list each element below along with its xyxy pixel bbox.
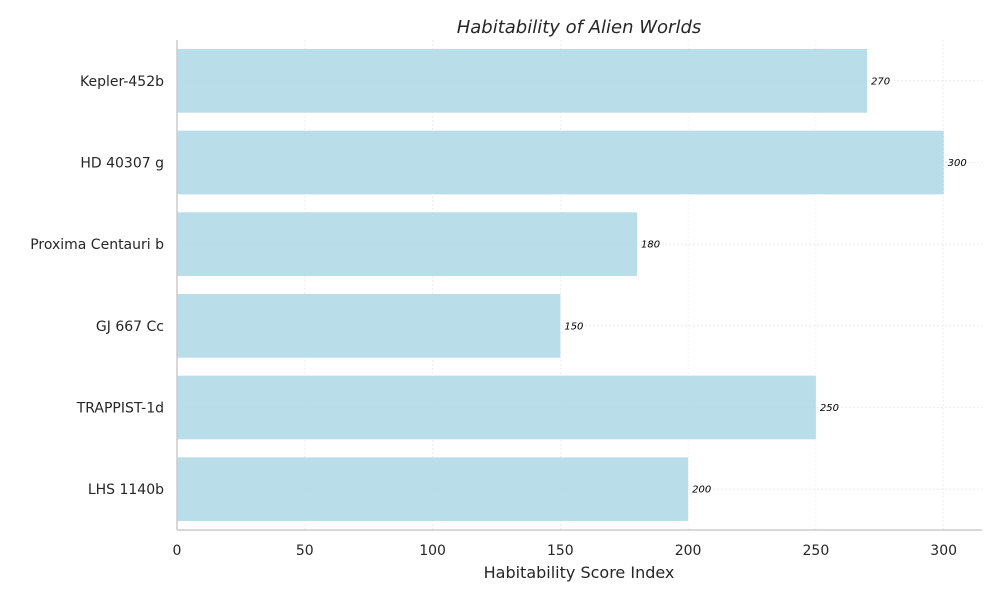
category-labels: Kepler-452b HD 40307 g Proxima Centauri b G…: [30, 74, 164, 498]
data-label: 300: [948, 158, 967, 169]
category-label: GJ 667 Cc: [96, 319, 164, 335]
x-tick-label: 0: [173, 543, 182, 559]
data-labels: 270 300 180 150 250 200: [564, 76, 966, 495]
data-label: 180: [641, 240, 660, 251]
category-label: Proxima Centauri b: [30, 237, 164, 253]
bars: [177, 48, 944, 522]
x-tick-label: 100: [419, 543, 446, 559]
category-label: Kepler-452b: [80, 74, 164, 90]
x-tick-label: 200: [675, 543, 702, 559]
x-axis-label: Habitability Score Index: [484, 563, 675, 582]
x-tick-label: 50: [296, 543, 314, 559]
bar: [177, 130, 944, 195]
x-tick-label: 150: [547, 543, 574, 559]
data-label: 150: [564, 321, 583, 332]
x-tick-labels: 0 50 100 150 200 250 300: [173, 543, 957, 559]
chart-title: Habitability of Alien Worlds: [457, 17, 702, 38]
bar: [177, 212, 637, 277]
data-label: 250: [820, 403, 839, 414]
x-tick-label: 250: [803, 543, 830, 559]
data-label: 200: [692, 485, 711, 496]
bar: [177, 293, 561, 358]
category-label: TRAPPIST-1d: [76, 401, 164, 417]
grid-lines: [176, 40, 982, 530]
bar: [177, 48, 867, 113]
bar: [177, 375, 816, 440]
x-tick-label: 300: [930, 543, 957, 559]
category-label: HD 40307 g: [80, 156, 164, 172]
category-label: LHS 1140b: [88, 482, 164, 498]
bar: [177, 457, 689, 522]
data-label: 270: [871, 76, 890, 87]
